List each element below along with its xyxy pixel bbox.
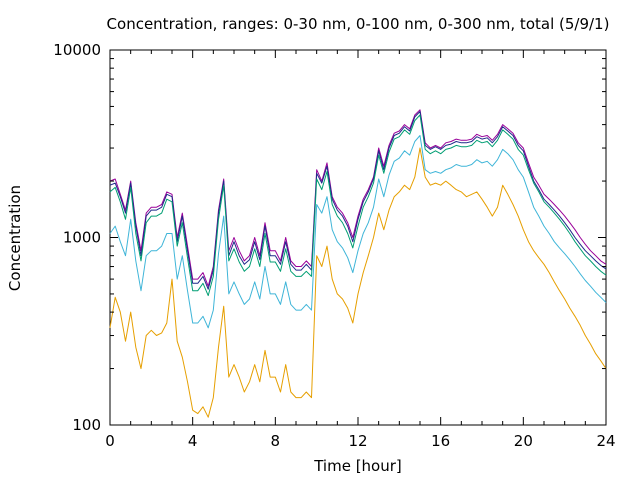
x-tick-label: 8 (271, 432, 281, 450)
x-tick-label: 16 (431, 432, 450, 450)
x-tick-label: 24 (596, 432, 615, 450)
y-tick-label: 1000 (63, 229, 101, 247)
x-tick-label: 20 (514, 432, 533, 450)
y-tick-label: 100 (72, 416, 101, 434)
y-tick-label: 10000 (53, 41, 101, 59)
x-tick-label: 12 (348, 432, 367, 450)
series-line-2 (109, 111, 607, 290)
chart-title: Concentration, ranges: 0-30 nm, 0-100 nm… (107, 15, 610, 33)
series-line-3 (109, 114, 607, 297)
series-layer (109, 109, 607, 418)
series-line-4 (109, 135, 607, 329)
tick-layer: 0 4 8 12 16 20 24 100 1000 10000 (53, 41, 615, 450)
x-tick-label: 4 (188, 432, 198, 450)
series-line-1 (109, 109, 607, 287)
series-line-5 (109, 147, 607, 418)
y-axis-title: Concentration (6, 185, 24, 291)
x-tick-label: 0 (105, 432, 115, 450)
x-axis-title: Time [hour] (313, 457, 402, 475)
